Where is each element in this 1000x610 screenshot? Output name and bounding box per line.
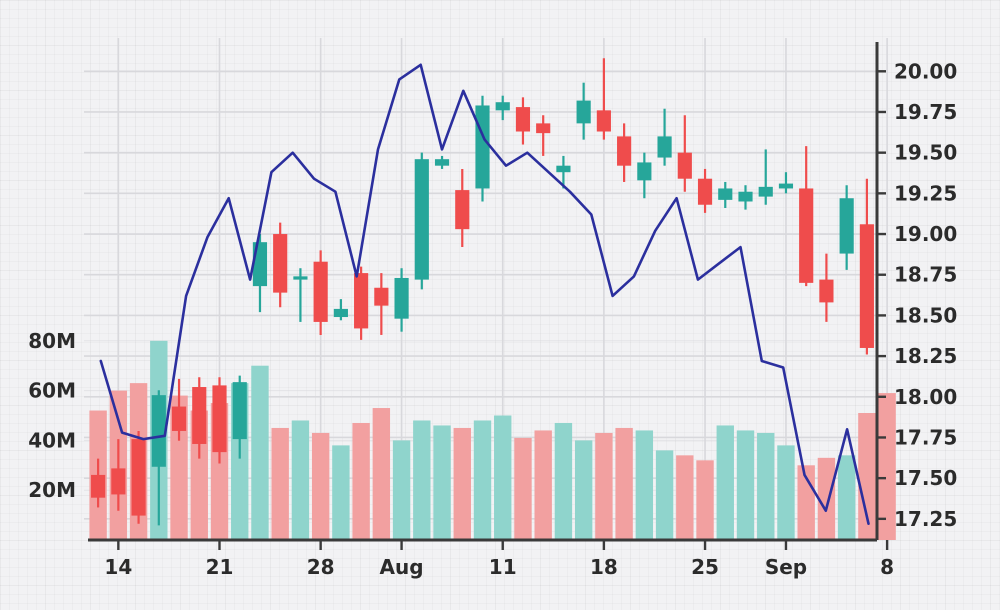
price-tick-label: 18.25 (894, 344, 957, 368)
date-tick-label: Aug (380, 555, 424, 579)
date-tick-label: Sep (765, 555, 807, 579)
volume-tick-label: 20M (28, 478, 76, 502)
volume-tick-label: 80M (28, 329, 76, 353)
x-axis-labels: 14 21 28 Aug 11 18 25 Sep 8 (104, 540, 894, 579)
price-tick-label: 19.75 (894, 100, 957, 124)
candlesticks (91, 58, 874, 526)
price-tick-label: 17.75 (894, 425, 957, 449)
price-tick-label: 17.25 (894, 507, 957, 531)
price-tick-label: 17.50 (894, 466, 957, 490)
date-tick-label: 14 (104, 555, 132, 579)
date-tick-label: 25 (691, 555, 719, 579)
volume-tick-label: 60M (28, 379, 76, 403)
date-tick-label: 28 (307, 555, 335, 579)
price-tick-label: 18.50 (894, 303, 957, 327)
date-tick-label: 18 (590, 555, 618, 579)
date-tick-label: 11 (489, 555, 517, 579)
indicator-line-path (99, 63, 870, 526)
volume-axis-labels: 20M 40M 60M 80M (28, 329, 76, 502)
volume-tick-label: 40M (28, 428, 76, 452)
price-tick-label: 18.75 (894, 263, 957, 287)
price-tick-label: 19.50 (894, 141, 957, 165)
price-tick-label: 19.00 (894, 222, 957, 246)
volume-bars (89, 340, 896, 540)
price-tick-label: 20.00 (894, 59, 957, 83)
date-tick-label: 8 (880, 555, 894, 579)
price-tick-label: 19.25 (894, 181, 957, 205)
date-tick-label: 21 (206, 555, 234, 579)
price-axis-labels: 17.25 17.50 17.75 18.00 18.25 18.50 18.75 19.00… (877, 59, 957, 531)
price-tick-label: 18.00 (894, 385, 957, 409)
